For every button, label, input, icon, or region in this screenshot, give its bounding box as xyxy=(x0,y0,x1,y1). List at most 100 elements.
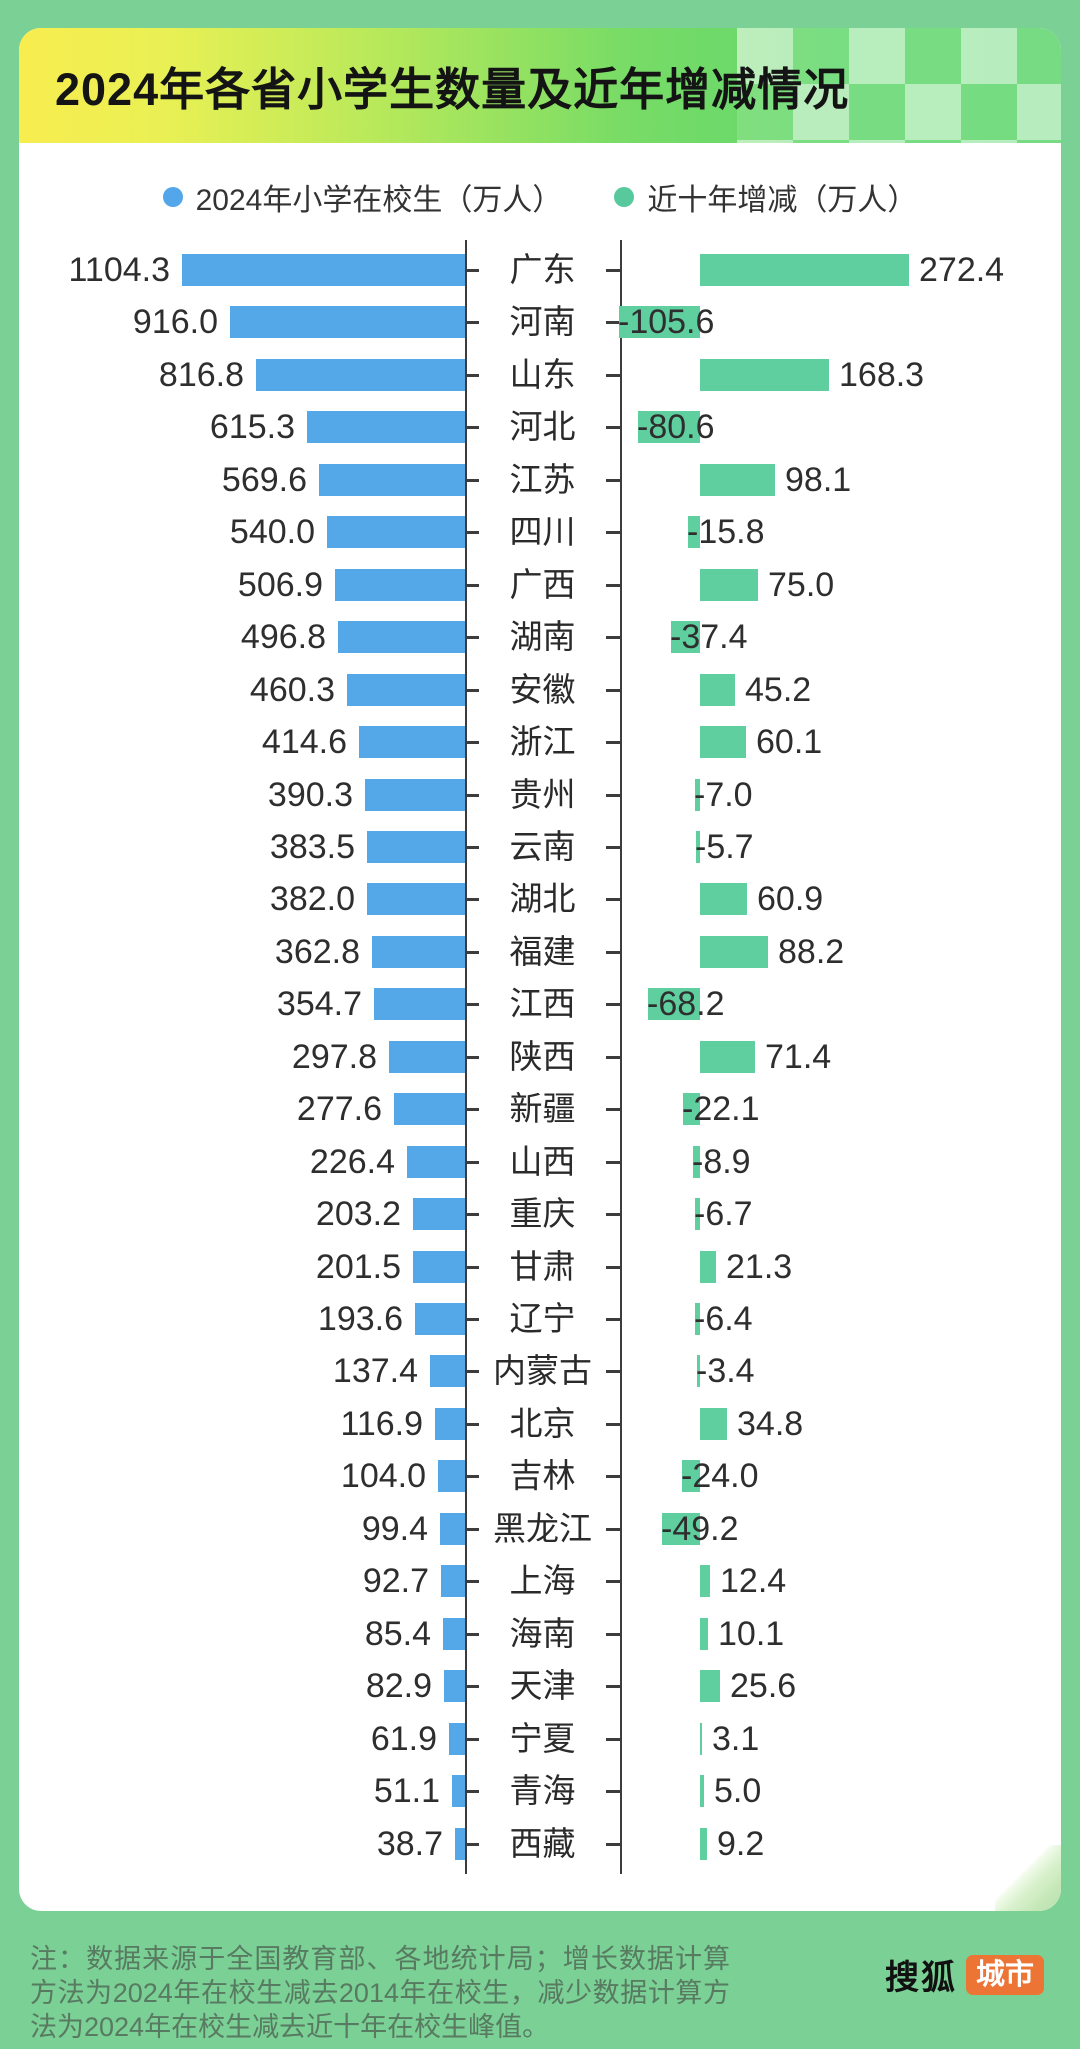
province-label: 北京 xyxy=(509,1404,576,1442)
legend-item-0: 2024年小学在校生（万人） xyxy=(162,175,563,219)
change-bar xyxy=(700,673,735,706)
enrollment-value-label: 916.0 xyxy=(132,303,218,342)
right-axis-tick xyxy=(606,1527,620,1531)
province-label: 甘肃 xyxy=(509,1247,576,1285)
change-value-label: -49.2 xyxy=(661,1509,739,1548)
change-value-label: 60.9 xyxy=(757,880,824,919)
enrollment-bar xyxy=(435,1407,465,1440)
left-axis-tick xyxy=(465,950,479,954)
enrollment-value-label: 362.8 xyxy=(274,932,360,971)
legend-label: 近十年增减（万人） xyxy=(647,184,918,217)
right-axis-tick xyxy=(606,1318,620,1321)
change-value-label: 272.4 xyxy=(919,251,1005,289)
right-axis-tick xyxy=(606,583,620,587)
legend-dot-icon xyxy=(614,187,635,207)
legend-item-1: 近十年增减（万人） xyxy=(614,175,917,219)
brand-name: 搜狐 xyxy=(884,1959,957,1997)
enrollment-bar xyxy=(347,673,465,706)
left-axis-tick xyxy=(465,373,479,377)
checkerboard-decoration xyxy=(737,28,1061,143)
change-bar xyxy=(671,621,700,654)
left-axis-tick xyxy=(465,1422,479,1426)
province-label: 广东 xyxy=(509,251,576,288)
right-axis-tick xyxy=(606,636,620,640)
left-axis-tick xyxy=(465,1108,479,1112)
province-label: 西藏 xyxy=(509,1824,576,1862)
enrollment-bar xyxy=(230,306,465,339)
enrollment-bar xyxy=(455,1827,465,1860)
right-axis-tick xyxy=(606,1475,620,1479)
change-bar xyxy=(700,1407,727,1440)
change-bar xyxy=(700,726,746,759)
right-axis-tick xyxy=(606,321,620,325)
change-bar xyxy=(700,1565,710,1598)
enrollment-value-label: 99.4 xyxy=(361,1509,428,1548)
right-axis-tick xyxy=(606,426,620,430)
right-axis-tick xyxy=(606,1265,620,1269)
right-axis-tick xyxy=(606,688,620,692)
province-label: 江苏 xyxy=(509,460,576,498)
enrollment-bar xyxy=(359,726,465,759)
right-axis-tick xyxy=(606,741,620,745)
right-axis-line xyxy=(620,240,622,1874)
left-axis-tick xyxy=(465,1318,479,1321)
change-value-label: 71.4 xyxy=(765,1037,832,1076)
change-bar xyxy=(695,1198,700,1231)
right-axis-tick xyxy=(606,1160,620,1164)
enrollment-value-label: 61.9 xyxy=(370,1719,437,1758)
province-label: 河南 xyxy=(509,303,576,341)
enrollment-value-label: 615.3 xyxy=(209,408,295,447)
enrollment-value-label: 569.6 xyxy=(221,460,307,499)
change-bar xyxy=(696,830,700,863)
enrollment-value-label: 390.3 xyxy=(267,775,353,814)
enrollment-value-label: 816.8 xyxy=(158,355,244,394)
change-value-label: 5.0 xyxy=(714,1772,762,1811)
province-label: 黑龙江 xyxy=(493,1509,592,1547)
enrollment-bar xyxy=(335,568,465,601)
legend-label: 2024年小学在校生（万人） xyxy=(195,184,563,217)
change-value-label: -37.4 xyxy=(670,618,748,657)
province-label: 海南 xyxy=(509,1614,576,1652)
enrollment-bar xyxy=(256,358,465,391)
enrollment-bar xyxy=(444,1670,465,1703)
enrollment-value-label: 297.8 xyxy=(291,1037,377,1076)
right-axis-tick xyxy=(606,950,620,954)
enrollment-bar xyxy=(407,1145,465,1178)
province-label: 广西 xyxy=(509,565,576,603)
enrollment-bar xyxy=(365,778,465,811)
enrollment-bar xyxy=(415,1303,465,1335)
change-value-label: 88.2 xyxy=(778,932,845,971)
brand-badge: 城市 xyxy=(965,1954,1044,1995)
change-value-label: -15.8 xyxy=(687,513,765,552)
right-axis-tick xyxy=(606,1213,620,1217)
enrollment-value-label: 354.7 xyxy=(276,985,362,1024)
change-bar xyxy=(693,1145,700,1178)
left-axis-tick xyxy=(465,321,479,325)
page-curl-decoration xyxy=(995,1845,1061,1911)
province-label: 陕西 xyxy=(509,1037,576,1075)
change-value-label: -22.1 xyxy=(682,1090,760,1129)
enrollment-bar xyxy=(413,1250,465,1283)
change-bar xyxy=(688,516,700,549)
change-bar xyxy=(638,411,700,444)
province-label: 浙江 xyxy=(509,723,576,761)
change-value-label: 45.2 xyxy=(745,670,812,709)
enrollment-value-label: 51.1 xyxy=(373,1772,440,1811)
change-bar xyxy=(700,463,775,496)
province-label: 青海 xyxy=(509,1772,576,1810)
change-bar xyxy=(697,1355,700,1388)
enrollment-value-label: 92.7 xyxy=(362,1562,429,1601)
left-axis-tick xyxy=(465,898,479,902)
change-bar xyxy=(619,306,700,339)
enrollment-value-label: 137.4 xyxy=(332,1352,418,1391)
enrollment-value-label: 203.2 xyxy=(315,1195,401,1234)
province-label: 四川 xyxy=(509,513,576,551)
tornado-chart: 1104.3 广东 272.4 916.0 河南 -105.6 816.8 山东 168.3 61… xyxy=(19,28,1061,1911)
change-bar xyxy=(682,1460,700,1493)
left-axis-tick xyxy=(465,426,479,430)
province-label: 新疆 xyxy=(509,1090,576,1128)
province-label: 内蒙古 xyxy=(493,1352,592,1390)
province-label: 吉林 xyxy=(509,1457,576,1495)
enrollment-bar xyxy=(443,1617,465,1650)
